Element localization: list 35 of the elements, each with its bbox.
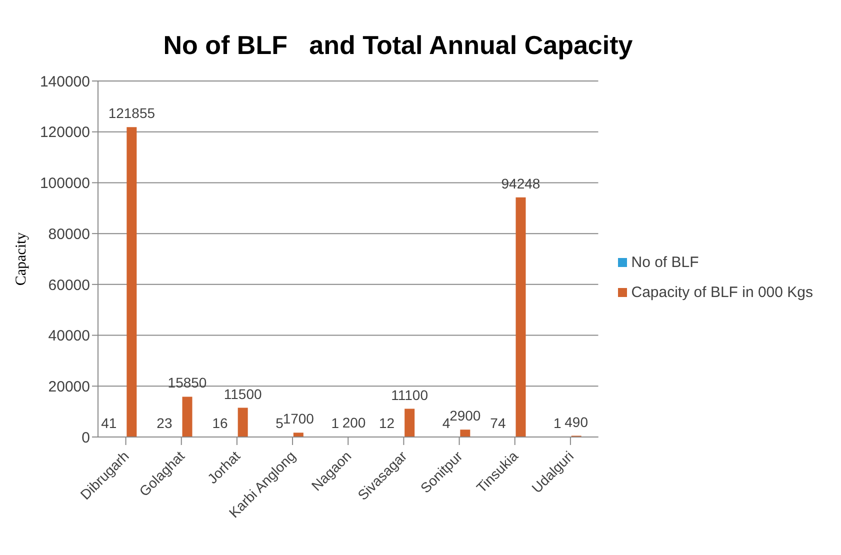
y-tick-label: 60000 xyxy=(48,276,90,294)
y-tick-label: 20000 xyxy=(48,378,90,396)
y-axis-title: Capacity xyxy=(13,232,30,286)
data-label: 16 xyxy=(212,414,228,431)
y-tick-label: 40000 xyxy=(48,328,90,345)
data-label: 41 xyxy=(101,414,117,431)
data-label: 5 xyxy=(276,414,284,431)
data-label: 490 xyxy=(564,414,588,430)
data-label: 1 xyxy=(554,414,562,431)
legend-label: Capacity of BLF in 000 Kgs xyxy=(631,284,813,300)
bar xyxy=(238,408,248,437)
data-label: 1700 xyxy=(282,410,314,427)
y-tick-label: 80000 xyxy=(48,226,90,243)
bar xyxy=(293,432,304,437)
data-label: 11500 xyxy=(224,386,262,402)
chart-title: No of BLF and Total Annual Capacity xyxy=(162,30,634,61)
data-label: 12 xyxy=(379,414,395,431)
bar xyxy=(460,430,470,437)
bar xyxy=(404,408,415,437)
data-label: 74 xyxy=(490,414,506,431)
y-tick-label: 0 xyxy=(82,429,90,446)
y-tick-label: 120000 xyxy=(40,124,90,142)
data-label: 23 xyxy=(156,414,172,431)
data-label: 11100 xyxy=(391,386,428,403)
data-label: 4 xyxy=(442,414,450,431)
y-tick-label: 140000 xyxy=(40,73,90,90)
data-label: 200 xyxy=(342,414,366,430)
bar xyxy=(182,396,192,437)
bar xyxy=(126,127,137,437)
data-label: 1 xyxy=(331,414,340,431)
data-label: 2900 xyxy=(450,408,481,424)
legend-label: No of BLF xyxy=(631,254,699,270)
y-tick-label: 100000 xyxy=(40,175,90,192)
bar xyxy=(516,197,526,437)
data-label: 121855 xyxy=(108,105,156,122)
